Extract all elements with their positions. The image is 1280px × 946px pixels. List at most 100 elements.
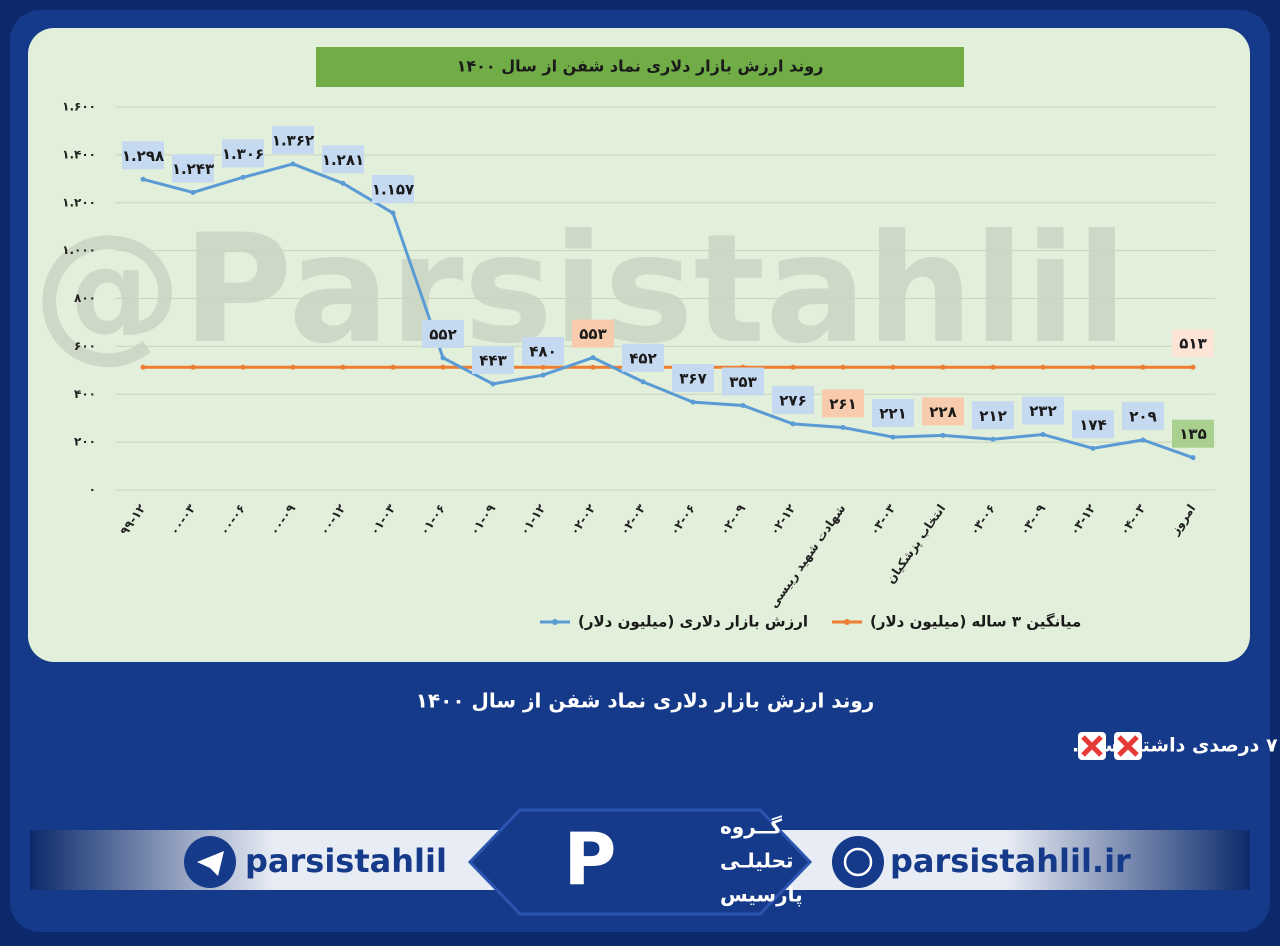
y-tick-label: ۱.۰۰۰ [62,243,96,257]
point [490,381,496,387]
point [190,364,196,370]
label-box [322,145,364,174]
data-label: ۵۱۳ [1179,335,1206,353]
label-box [1172,329,1214,358]
data-label: ۴۵۲ [629,349,656,367]
data-label: ۱.۲۴۳ [172,160,214,178]
data-label: ۱۷۴ [1079,416,1106,434]
point [290,364,296,370]
point [690,399,696,405]
point [440,355,446,361]
point [640,379,646,385]
data-label: ۴۸۰ [529,343,556,361]
point [340,364,346,370]
data-label: ۱.۲۸۱ [322,151,364,169]
caption: روند ارزش بازار دلاری نماد شفن از سال ۱۴… [416,689,875,713]
point [240,174,246,180]
telegram-handle: parsistahlil [245,842,447,880]
point [1040,431,1046,437]
label-box [722,367,764,396]
label-box [522,337,564,366]
label-box [1072,410,1114,439]
data-label: ۲۶۱ [829,395,856,413]
y-tick-label: ۱.۴۰۰ [62,147,96,161]
point [140,364,146,370]
label-box [622,343,664,372]
label-box [172,154,214,183]
title-bar [316,47,964,87]
point [1140,437,1146,443]
label-box [1122,401,1164,430]
data-label: ۴۴۳ [479,351,506,369]
point [840,364,846,370]
label-box [422,319,464,348]
y-tick-label: ۱.۲۰۰ [62,195,96,209]
data-label: ۵۵۳ [579,325,606,343]
point [1140,364,1146,370]
point [590,355,596,361]
point [940,432,946,438]
watermark: @Parsistahlil [32,203,1127,377]
data-label: ۵۵۲ [429,325,456,343]
y-tick-label: ۸۰۰ [74,291,96,305]
point [990,436,996,442]
point [1090,364,1096,370]
point [1190,364,1196,370]
globe [843,847,873,877]
y-tick-label: ۶۰۰ [74,339,96,353]
point [790,421,796,427]
label-box [872,399,914,428]
data-label: ۲۷۶ [779,391,806,409]
label-box [972,401,1014,430]
point [390,210,396,216]
data-label: ۱.۳۰۶ [222,145,264,163]
y-tick-label: ۴۰۰ [74,387,96,401]
logo-mark: P [564,818,617,902]
legend-dot [552,619,558,625]
point [890,434,896,440]
label-box [122,141,164,170]
data-label: ۲۲۸ [929,403,956,421]
point [340,180,346,186]
point [890,364,896,370]
data-label: ۲۱۲ [979,407,1006,425]
point [790,364,796,370]
legend-label: ارزش بازار دلاری (میلیون دلار) [578,613,808,631]
label-box [772,385,814,414]
label-box [672,364,714,393]
point [290,161,296,167]
label-box [222,139,264,168]
label-box [372,175,414,204]
data-label: ۱.۱۵۷ [372,181,414,199]
series-line [142,162,1194,460]
legend-dot [844,619,850,625]
point [140,176,146,182]
point [840,425,846,431]
legend-label: میانگین ۳ ساله (میلیون دلار) [870,613,1081,631]
data-label: ۱۳۵ [1179,425,1206,443]
data-label: ۲۲۱ [879,405,906,423]
point [1190,455,1196,461]
point [190,189,196,195]
website: parsistahlil.ir [890,842,1131,880]
logo-line: تحلیلـی [720,849,794,873]
point [240,364,246,370]
y-tick-label: ۰ [89,483,96,497]
logo-badge [467,808,813,916]
label-box [1022,396,1064,425]
point [990,364,996,370]
point [540,364,546,370]
cross-icons [1078,732,1142,760]
data-label: ۲۰۹ [1129,407,1156,425]
label-box [472,345,514,374]
data-label: ۳۵۳ [729,373,756,391]
logo-line: گــروه [720,815,782,839]
logo-line: پارسیس [720,883,803,908]
label-box [1172,419,1214,448]
point [1040,364,1046,370]
label-box [822,389,864,418]
data-label: ۱.۲۹۸ [122,147,164,165]
label-box [572,319,614,348]
